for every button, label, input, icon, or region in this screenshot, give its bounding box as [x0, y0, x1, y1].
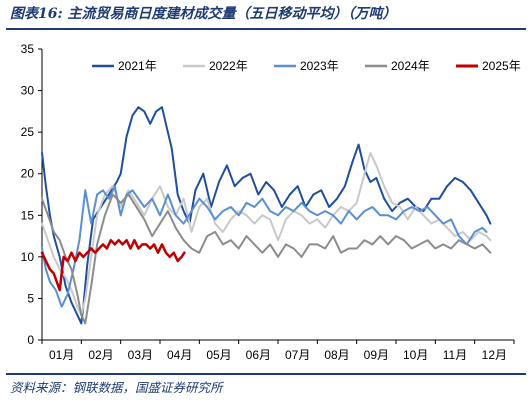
x-tick-label: 11月 [443, 348, 467, 362]
y-tick-label: 5 [27, 291, 34, 305]
chart-axes: 0 5 10 15 20 25 30 35 01月 02月 03月 04月 05月 06月 07月 08月 09… [21, 42, 515, 362]
chart-legend: 2021年 2022年 2023年 2024年 2025年 [92, 59, 521, 73]
y-tick-label: 35 [21, 42, 35, 56]
x-tick-label: 01月 [49, 348, 74, 362]
figure-title: 图表16: 主流贸易商日度建材成交量（五日移动平均）（万吨） [10, 6, 397, 22]
y-tick-label: 15 [21, 208, 35, 222]
x-tick-label: 10月 [403, 348, 428, 362]
x-tick-label: 03月 [128, 348, 153, 362]
x-tick-label: 12月 [482, 348, 507, 362]
line-chart: 0 5 10 15 20 25 30 35 01月 02月 03月 04月 05月 06月 07月 08月 09… [21, 42, 521, 362]
y-tick-label: 25 [21, 125, 35, 139]
x-tick-label: 07月 [285, 348, 310, 362]
x-tick-label: 02月 [88, 348, 113, 362]
legend-label-0: 2021年 [118, 59, 157, 73]
x-tick-label: 08月 [324, 348, 349, 362]
x-tick-label: 06月 [246, 348, 271, 362]
legend-label-2: 2023年 [300, 59, 339, 73]
x-tick-label: 09月 [364, 348, 389, 362]
series-line-3 [41, 193, 492, 325]
series-line-0 [41, 106, 492, 325]
y-tick-label: 0 [27, 333, 34, 347]
series-line-2 [41, 185, 488, 308]
x-tick-label: 05月 [206, 348, 231, 362]
legend-label-4: 2025年 [482, 59, 521, 73]
series-line-1 [41, 151, 492, 317]
x-tick-label: 04月 [167, 348, 192, 362]
chart-series [40, 106, 492, 325]
source-divider [6, 373, 526, 375]
title-underline [6, 28, 526, 30]
source-note: 资料来源：钢联数据，国盛证券研究所 [10, 380, 223, 395]
y-tick-label: 10 [21, 250, 35, 264]
legend-label-3: 2024年 [391, 59, 430, 73]
series-line-4 [40, 238, 186, 292]
y-tick-label: 30 [21, 84, 35, 98]
legend-label-1: 2022年 [209, 59, 248, 73]
y-tick-label: 20 [21, 167, 35, 181]
